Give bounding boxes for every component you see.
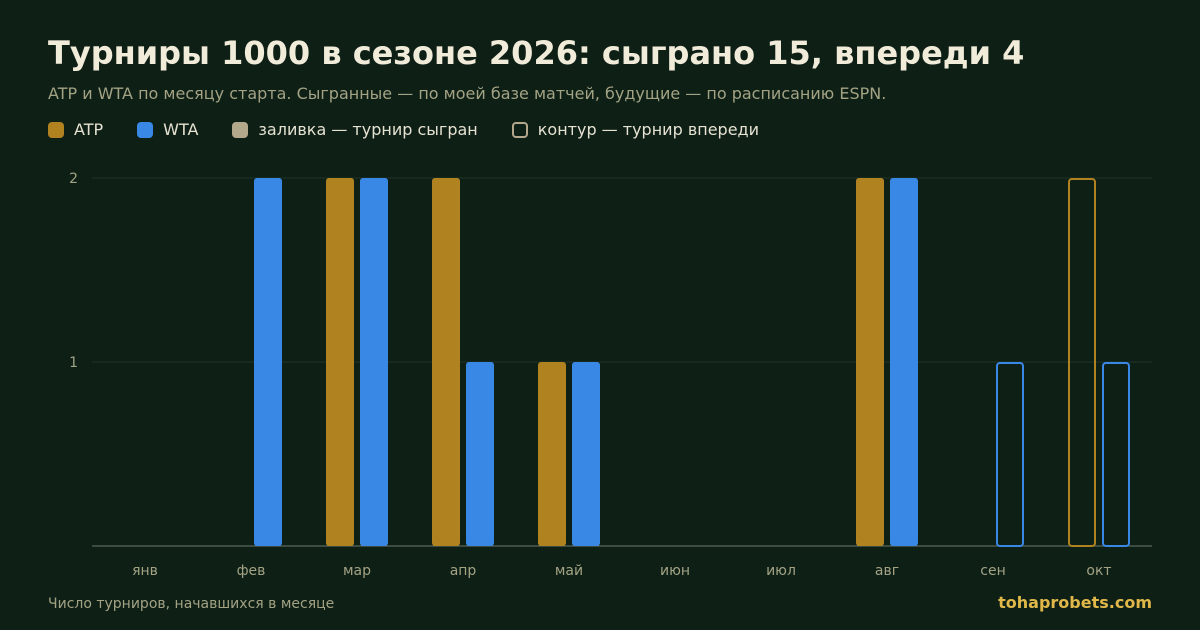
legend-label-wta: WTA	[163, 120, 199, 139]
legend-item-played: заливка — турнир сыгран	[232, 120, 478, 139]
bar-wta-фев	[254, 178, 282, 546]
bar-wta-окт	[1102, 362, 1130, 547]
x-tick-label: сен	[980, 563, 1005, 579]
chart-subtitle: ATP и WTA по месяцу старта. Сыгранные — …	[48, 84, 887, 103]
bar-atp-авг	[856, 178, 884, 546]
bar-wta-апр	[466, 362, 494, 546]
bar-atp-май	[538, 362, 566, 546]
legend-item-atp: ATP	[48, 120, 103, 139]
legend-swatch-wta	[137, 121, 154, 138]
y-tick-label: 2	[69, 171, 78, 187]
x-tick-label: апр	[450, 563, 477, 579]
bar-wta-сен	[996, 362, 1024, 547]
legend-swatch-atp	[48, 121, 64, 138]
footnote: Число турниров, начавшихся в месяце	[48, 596, 335, 612]
bar-atp-апр	[432, 178, 460, 546]
legend: ATP WTA заливка — турнир сыгран контур —…	[48, 120, 793, 139]
x-tick-label: июн	[660, 563, 690, 579]
legend-item-wta: WTA	[137, 120, 198, 139]
x-tick-label: май	[555, 563, 583, 579]
bar-atp-мар	[326, 178, 354, 546]
x-tick-label: июл	[766, 563, 796, 579]
x-tick-label: авг	[875, 563, 899, 579]
brand-link[interactable]: tohaprobets.com	[998, 593, 1152, 612]
bar-atp-окт	[1068, 178, 1096, 547]
legend-label-upcoming: контур — турнир впереди	[537, 120, 760, 139]
bar-wta-май	[572, 362, 600, 546]
bar-wta-авг	[890, 178, 918, 546]
x-tick-label: янв	[132, 563, 158, 579]
chart-title: Турниры 1000 в сезоне 2026: сыграно 15, …	[48, 34, 1025, 72]
legend-swatch-played	[232, 121, 249, 138]
bar-wta-мар	[360, 178, 388, 546]
x-tick-label: окт	[1086, 563, 1111, 579]
legend-label-atp: ATP	[74, 120, 104, 139]
legend-item-upcoming: контур — турнир впереди	[511, 120, 760, 139]
legend-swatch-upcoming	[511, 121, 528, 138]
y-tick-label: 1	[69, 355, 78, 371]
x-tick-label: мар	[343, 563, 371, 579]
x-tick-label: фев	[237, 563, 266, 579]
legend-label-played: заливка — турнир сыгран	[258, 120, 478, 139]
